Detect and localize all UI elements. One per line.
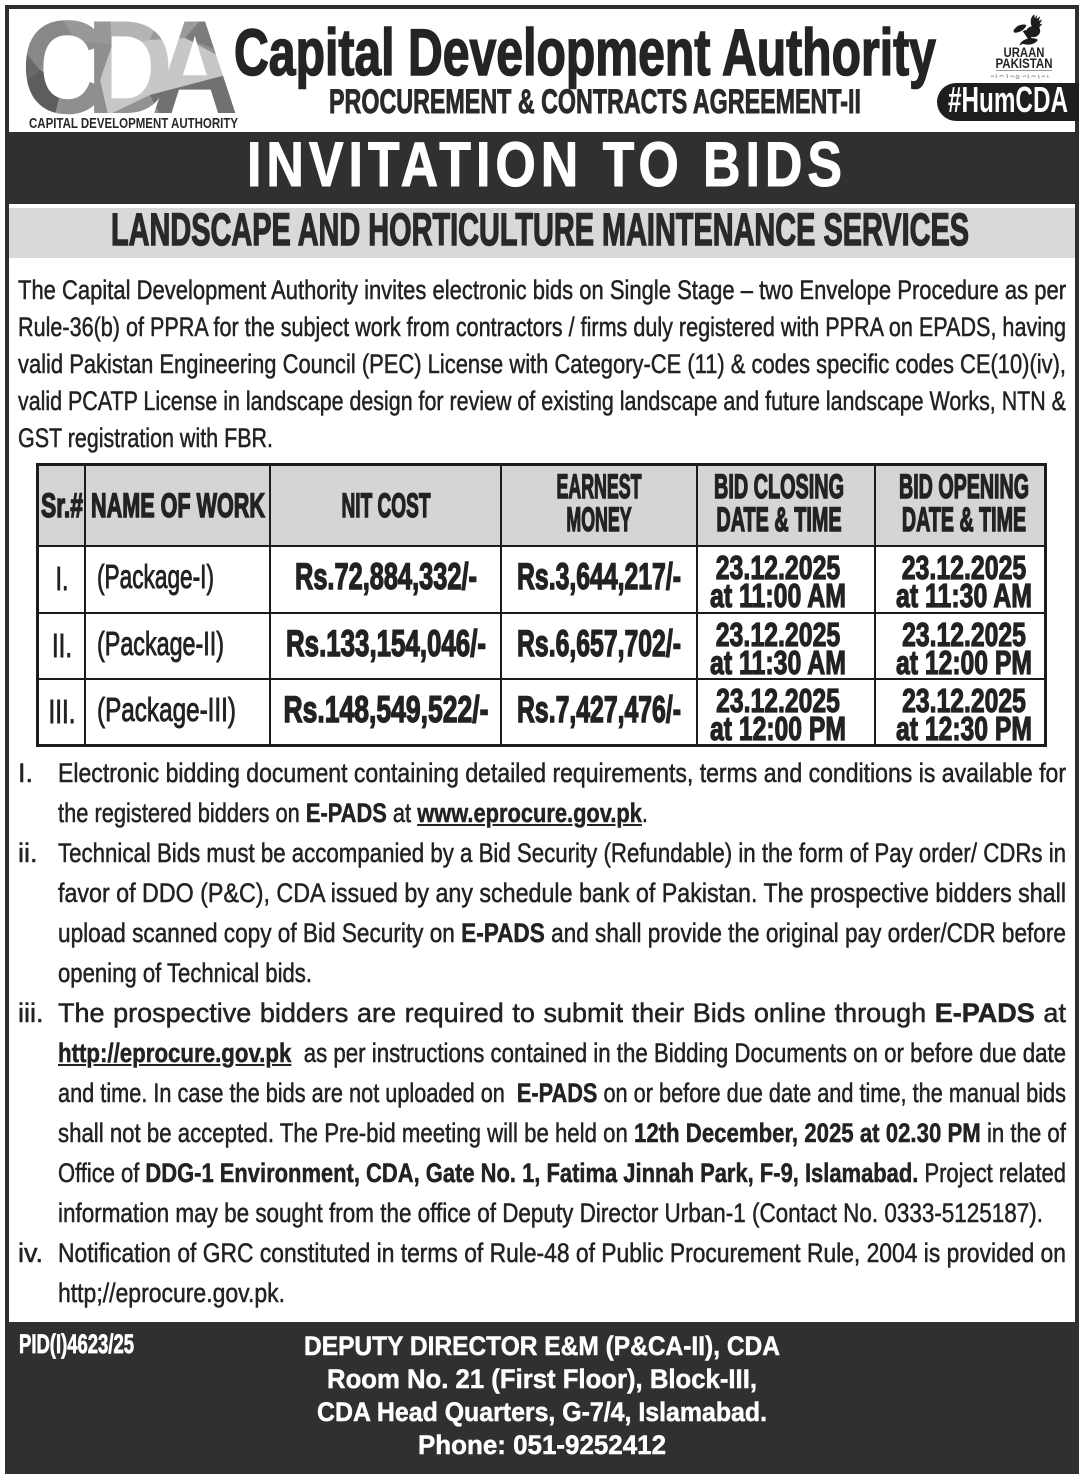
- svg-text:PAKISTAN: PAKISTAN: [996, 56, 1053, 71]
- svg-text:CAPITAL DEVELOPMENT AUTHORITY: CAPITAL DEVELOPMENT AUTHORITY: [29, 115, 238, 132]
- svg-text:URAAN: URAAN: [1004, 45, 1045, 60]
